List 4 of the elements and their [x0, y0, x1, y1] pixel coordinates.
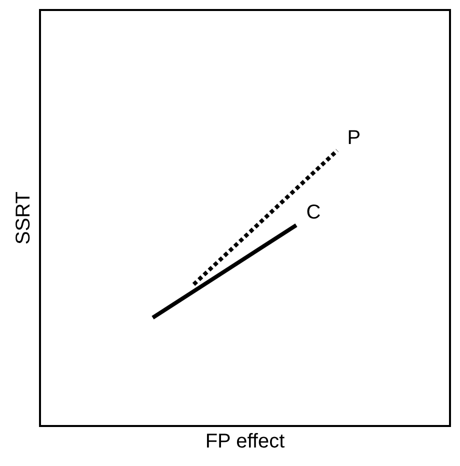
- series-label: P: [347, 127, 361, 150]
- x-axis-title: FP effect: [205, 430, 286, 453]
- y-axis-title: SSRT: [12, 192, 35, 244]
- series-label: C: [306, 202, 321, 224]
